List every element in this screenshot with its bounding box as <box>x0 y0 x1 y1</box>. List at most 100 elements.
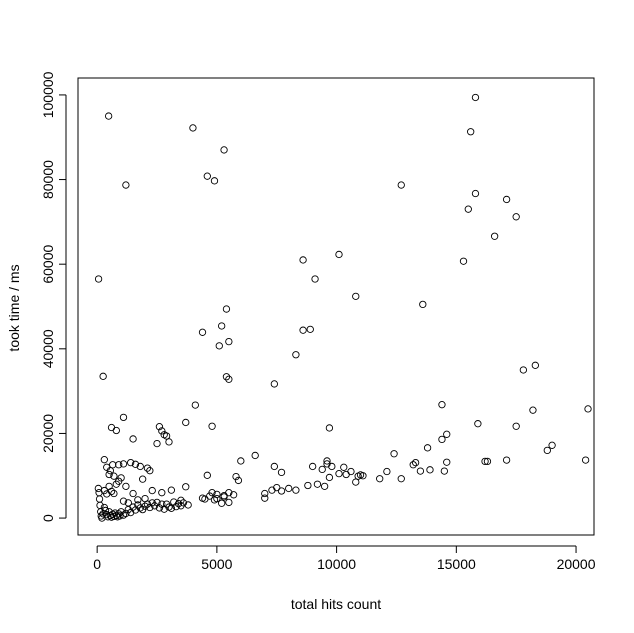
y-tick-label: 80000 <box>40 160 56 199</box>
data-point <box>210 177 219 185</box>
data-points <box>94 93 592 522</box>
data-point <box>490 232 499 240</box>
data-point <box>285 484 293 493</box>
x-tick-label: 10000 <box>317 556 356 572</box>
data-point <box>213 490 221 499</box>
data-point <box>119 511 128 519</box>
data-point <box>543 446 551 455</box>
data-point <box>340 463 348 471</box>
data-point <box>318 465 326 474</box>
data-point <box>167 486 176 494</box>
data-point <box>213 494 221 503</box>
data-point <box>119 413 128 422</box>
data-point <box>313 480 322 488</box>
data-point <box>179 499 188 507</box>
data-point <box>119 497 128 505</box>
data-point <box>438 435 446 444</box>
data-point <box>129 435 137 443</box>
data-point <box>309 462 317 471</box>
data-point <box>416 467 425 475</box>
data-point <box>104 112 113 120</box>
data-point <box>112 511 120 520</box>
data-point <box>225 498 233 507</box>
data-point <box>292 351 300 359</box>
data-point <box>95 495 104 503</box>
data-point <box>110 489 118 498</box>
data-point <box>119 460 128 468</box>
data-point <box>99 372 107 380</box>
data-point <box>502 195 511 204</box>
data-point <box>177 496 185 504</box>
data-point <box>131 460 140 468</box>
data-point <box>292 486 300 494</box>
data-point <box>335 250 343 259</box>
data-point <box>220 146 228 154</box>
data-point <box>136 462 144 471</box>
data-point <box>110 472 118 480</box>
data-point <box>347 467 355 476</box>
data-point <box>273 483 281 492</box>
data-point <box>116 512 124 520</box>
data-point <box>483 457 492 466</box>
data-point <box>359 472 367 480</box>
data-point <box>411 458 420 467</box>
data-point <box>261 494 269 502</box>
data-point <box>299 326 307 334</box>
data-point <box>134 496 142 504</box>
data-point <box>136 504 144 512</box>
data-point <box>122 509 130 518</box>
data-point <box>502 456 511 464</box>
y-tick-label: 60000 <box>40 245 56 284</box>
data-point <box>548 441 556 449</box>
data-point <box>225 337 233 346</box>
data-point <box>129 489 137 498</box>
data-point <box>162 432 171 440</box>
data-point <box>581 456 590 464</box>
data-point <box>423 444 432 452</box>
data-point <box>342 470 350 479</box>
data-point <box>443 430 451 438</box>
x-axis-label: total hits count <box>291 596 381 612</box>
data-point <box>100 456 108 464</box>
data-point <box>158 489 166 497</box>
plot-frame <box>77 77 595 536</box>
data-point <box>474 420 482 428</box>
data-point <box>189 124 197 132</box>
data-point <box>234 476 243 485</box>
data-point <box>115 461 123 469</box>
data-point <box>464 205 472 213</box>
data-point <box>153 439 161 448</box>
data-point <box>218 322 226 330</box>
data-point <box>222 305 231 313</box>
data-point <box>251 451 259 460</box>
data-point <box>94 275 103 283</box>
data-point <box>440 467 448 475</box>
x-tick-label: 5000 <box>201 556 232 572</box>
data-point <box>182 418 190 427</box>
data-point <box>481 457 489 466</box>
data-point <box>459 257 468 265</box>
data-point <box>222 373 231 381</box>
data-point <box>107 423 116 432</box>
data-point <box>220 491 228 500</box>
y-tick-label: 0 <box>40 514 56 522</box>
data-point <box>218 499 226 507</box>
data-point <box>115 510 123 518</box>
data-point <box>117 474 125 482</box>
data-point <box>182 483 190 491</box>
data-point <box>109 461 117 469</box>
x-tick-label: 20000 <box>557 556 596 572</box>
data-point <box>306 325 314 333</box>
data-point <box>531 361 539 369</box>
data-point <box>148 486 156 495</box>
data-point <box>519 366 528 374</box>
data-point <box>325 424 334 432</box>
data-point <box>122 181 130 189</box>
data-point <box>146 467 154 475</box>
data-point <box>471 189 480 198</box>
data-point <box>203 172 211 180</box>
data-point <box>198 494 207 502</box>
data-point <box>419 300 427 309</box>
data-point <box>270 462 278 471</box>
data-point <box>138 475 147 483</box>
